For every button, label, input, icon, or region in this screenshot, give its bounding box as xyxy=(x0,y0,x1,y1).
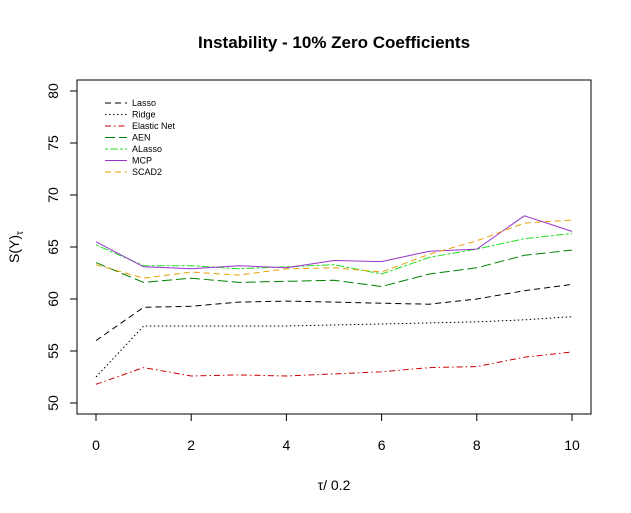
y-axis-label-subscript: τ xyxy=(15,231,26,235)
x-tick-label: 0 xyxy=(92,437,100,453)
series-line-scad2 xyxy=(95,219,573,279)
series-line-elastic-net xyxy=(95,351,573,385)
legend-label: Ridge xyxy=(132,110,156,120)
y-tick-label: 65 xyxy=(45,239,61,255)
x-axis: 0 2 4 6 8 10 xyxy=(92,413,580,453)
y-axis-label-main: S(Y) xyxy=(6,235,22,263)
y-tick-label: 80 xyxy=(45,83,61,99)
series-line-ridge xyxy=(95,316,573,378)
series-line-alasso xyxy=(95,233,573,275)
chart-title: Instability - 10% Zero Coefficients xyxy=(198,33,470,52)
y-tick-label: 70 xyxy=(45,187,61,203)
x-tick-label: 6 xyxy=(378,437,386,453)
legend-label: Elastic Net xyxy=(132,121,176,131)
legend-label: AEN xyxy=(132,133,151,143)
x-tick-label: 2 xyxy=(187,437,195,453)
y-tick-label: 50 xyxy=(45,395,61,411)
series-line-aen xyxy=(95,249,573,288)
series-line-mcp xyxy=(95,215,573,270)
legend-label: SCAD2 xyxy=(132,167,162,177)
series-line-lasso xyxy=(95,283,573,342)
y-axis-label: S(Y)τ xyxy=(6,231,26,263)
y-axis: 50 55 60 65 70 75 80 xyxy=(45,83,78,411)
y-tick-label: 55 xyxy=(45,343,61,359)
legend-label: MCP xyxy=(132,156,152,166)
y-tick-label: 75 xyxy=(45,135,61,151)
y-tick-label: 60 xyxy=(45,291,61,307)
x-axis-label: τ/ 0.2 xyxy=(318,477,351,493)
x-tick-label: 8 xyxy=(473,437,481,453)
x-tick-label: 10 xyxy=(564,437,580,453)
legend-label: Lasso xyxy=(132,98,156,108)
legend-label: ALasso xyxy=(132,144,162,154)
series-layer xyxy=(95,215,573,385)
x-tick-label: 4 xyxy=(283,437,291,453)
